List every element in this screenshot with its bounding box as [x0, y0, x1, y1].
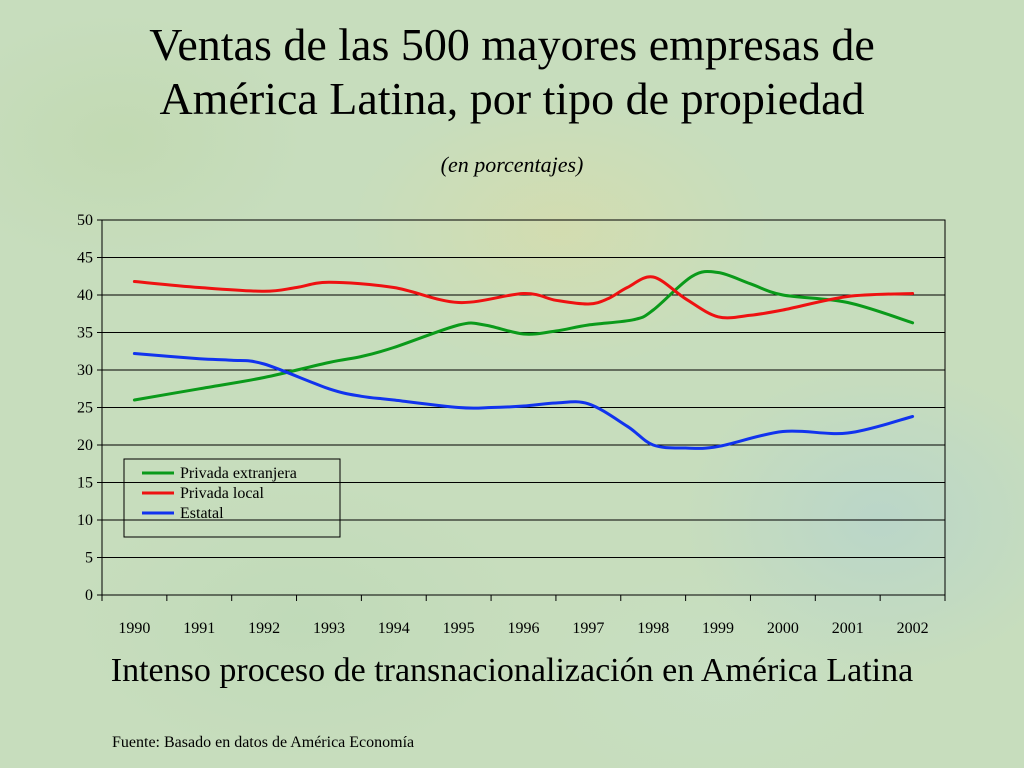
x-tick-label: 1999 [702, 620, 734, 637]
series-lines [132, 270, 915, 450]
y-tick-label: 0 [85, 587, 93, 604]
series-line-privada-extranjera [132, 270, 915, 402]
source-note: Fuente: Basado en datos de América Econo… [112, 734, 415, 751]
y-tick-label: 30 [77, 362, 93, 379]
x-tick-label: 2001 [832, 620, 864, 637]
x-tick-label: 1995 [443, 620, 475, 637]
y-tick-label: 35 [77, 325, 93, 342]
x-tick-label: 1990 [118, 620, 150, 637]
chart-subtitle: (en porcentajes) [440, 152, 584, 177]
y-tick-label: 5 [85, 550, 93, 567]
x-tick-label: 1997 [572, 620, 604, 637]
chart-title-line2: América Latina, por tipo de propiedad [159, 73, 865, 124]
x-tick-label: 1994 [378, 620, 410, 637]
series-line-estatal [132, 352, 915, 450]
x-tick-label: 1996 [508, 620, 540, 637]
chart-title: Ventas de las 500 mayores empresas de Am… [0, 18, 1024, 126]
x-tick-label: 2002 [897, 620, 929, 637]
chart-title-line1: Ventas de las 500 mayores empresas de [149, 19, 875, 70]
y-tick-label: 25 [77, 400, 93, 417]
legend-label: Privada extranjera [180, 465, 297, 482]
y-tick-label: 50 [77, 212, 93, 229]
y-tick-label: 10 [77, 512, 93, 529]
x-tick-label: 1993 [313, 620, 345, 637]
x-axis: 1990 1991 1992 1993 1994 1995 1996 1997 1998 1999… [101, 595, 946, 637]
series-line-privada-local [132, 275, 915, 320]
x-tick-label: 1998 [637, 620, 669, 637]
y-axis: 0 5 10 15 20 25 30 35 40 45 50 [77, 212, 102, 604]
slide-caption: Intenso proceso de transnacionalización … [110, 652, 914, 689]
x-tick-label: 1991 [183, 620, 215, 637]
y-tick-label: 40 [77, 287, 93, 304]
y-tick-label: 45 [77, 250, 93, 267]
x-tick-label: 2000 [767, 620, 799, 637]
legend-label: Estatal [180, 505, 224, 522]
legend-label: Privada local [180, 485, 265, 502]
gridlines [102, 257, 945, 558]
x-tick-label: 1992 [248, 620, 280, 637]
y-tick-label: 20 [77, 437, 93, 454]
legend-box [123, 458, 341, 538]
legend: Privada extranjera Privada local Estatal [123, 458, 341, 538]
y-tick-label: 15 [77, 475, 93, 492]
